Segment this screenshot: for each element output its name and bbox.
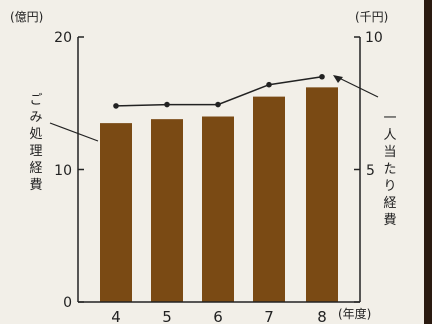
x-tick-label: 4: [111, 308, 121, 324]
left-tick-label: 10: [54, 163, 72, 179]
bar-4: [100, 123, 132, 302]
right-axis-unit: (千円): [355, 10, 388, 24]
right-label-pointer-arrowhead: [333, 75, 343, 83]
x-tick-label: 7: [264, 308, 274, 324]
left-axis-label-char: 費: [29, 178, 42, 193]
x-tick-label: 5: [162, 308, 172, 324]
per-capita-line: [113, 73, 325, 109]
bar-6: [202, 116, 234, 302]
line-point-6: [215, 101, 221, 108]
left-axis-label-char: ご: [29, 92, 42, 108]
left-axis-unit: (億円): [10, 10, 43, 24]
left-axis-label-char: 理: [29, 144, 42, 159]
bars: [100, 87, 338, 303]
right-axis-label-char: 当: [383, 145, 396, 160]
right-axis-label: 一 人 当 た り 経 費: [383, 111, 396, 228]
right-label-pointer: [334, 75, 379, 98]
left-axis-label-char: み: [29, 110, 42, 125]
line-point-8: [319, 73, 325, 80]
line-point-4: [113, 103, 119, 109]
right-tick-label: 5: [366, 163, 375, 179]
y-tick-marks: [78, 36, 360, 303]
bar-5: [151, 119, 183, 303]
right-axis-label-char: 一: [383, 111, 396, 126]
left-axis-label: ご み 処 理 経 費: [29, 92, 42, 193]
line-point-5: [164, 101, 170, 108]
right-axis-label-char: 経: [383, 196, 396, 211]
right-axis-label-char: た: [383, 162, 396, 177]
x-tick-label: 6: [213, 308, 223, 324]
left-tick-label: 0: [63, 295, 72, 311]
bar-7: [253, 96, 285, 302]
bar-8: [306, 87, 338, 302]
category-labels: 4 5 6 7 8: [111, 308, 327, 324]
left-label-pointer: [49, 122, 99, 142]
right-axis-label-char: 費: [383, 213, 396, 228]
x-tick-label: 8: [317, 308, 327, 324]
right-axis-label-char: り: [383, 179, 396, 194]
page-edge: [424, 0, 432, 324]
left-axis-label-char: 処: [29, 127, 42, 142]
per-capita-polyline: [115, 76, 323, 107]
x-axis-unit: (年度): [338, 306, 371, 321]
right-axis-label-char: 人: [383, 128, 396, 143]
left-axis-label-char: 経: [29, 161, 42, 176]
left-tick-label: 20: [54, 30, 72, 46]
right-tick-label: 10: [365, 30, 383, 46]
line-point-7: [266, 81, 272, 88]
